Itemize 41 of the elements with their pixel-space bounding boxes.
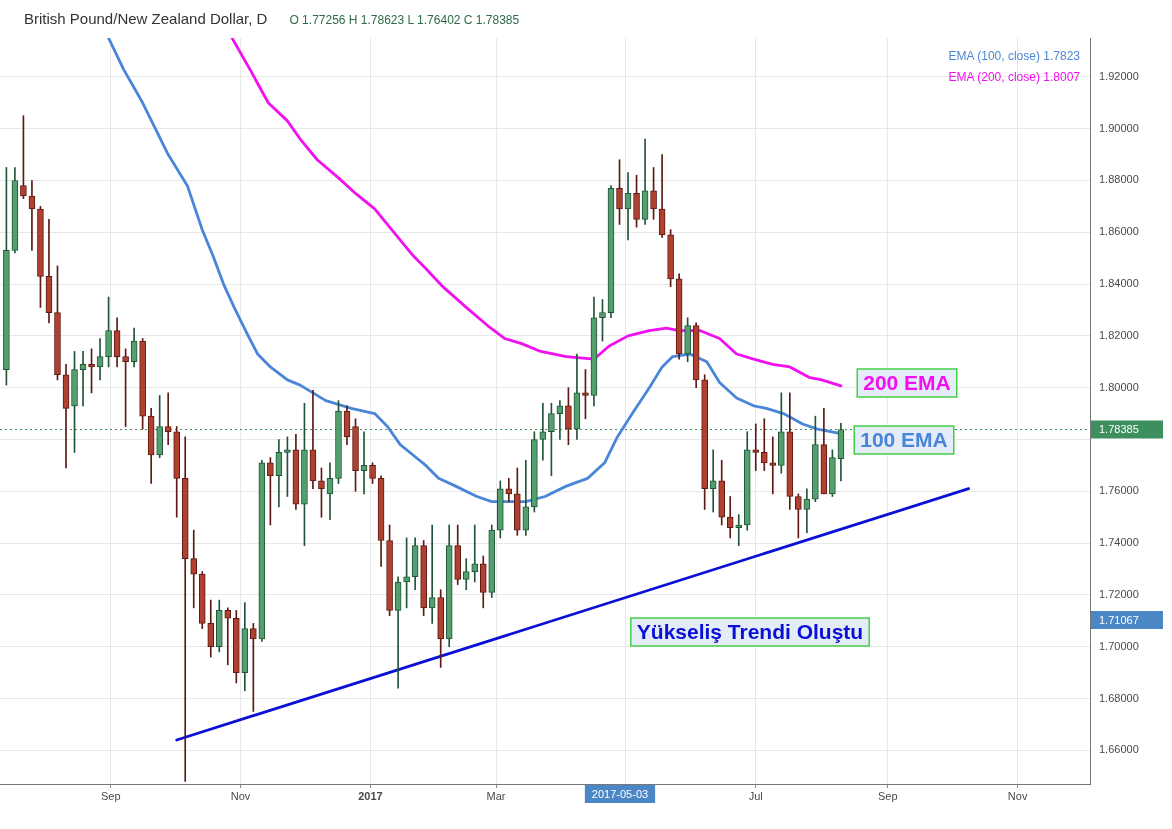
annotation: Yükseliş Trendi Oluştu [636,619,864,643]
y-tick-label: 1.90000 [1099,121,1139,134]
annotation: 200 EMA [863,370,951,394]
x-tick-label: 2017 [358,789,383,802]
candlestick [556,400,564,440]
y-tick-label: 1.70000 [1099,639,1139,652]
y-tick-label: 1.68000 [1099,691,1139,704]
candlestick [709,449,717,513]
y-tick-label: 1.88000 [1099,173,1139,186]
ref-line-label: 1.78385 [1099,423,1139,436]
text: 2017-05-03 [591,787,649,800]
x-tick-label: Sep [877,789,898,802]
text: O 1.77256 H 1.78623 L 1.76402 C 1.78385 [289,13,520,27]
candlestick [539,402,547,461]
y-tick-label: 1.84000 [1099,277,1139,290]
x-tick-label: Nov [1007,789,1028,802]
candlestick [181,436,189,782]
x-tick-label: Jul [748,789,763,802]
x-tick-label: Sep [100,789,121,802]
x-tick-label: Nov [230,789,251,802]
y-tick-label: 1.80000 [1099,380,1139,393]
y-tick-label: 1.66000 [1099,743,1139,756]
text: 1.71067 [1099,613,1139,626]
annotation: 100 EMA [860,427,948,451]
chart-title: British Pound/New Zealand Dollar, D [24,10,268,27]
candlestick [505,478,513,502]
y-tick-label: 1.86000 [1099,225,1139,238]
candlestick [471,524,479,583]
y-tick-label: 1.82000 [1099,328,1139,341]
candlestick [224,607,232,666]
candlestick [164,392,172,445]
text: EMA (100, close) 1.7823 [948,48,1080,65]
y-tick-label: 1.74000 [1099,536,1139,549]
candlestick [769,436,777,495]
y-tick-label: 1.92000 [1099,69,1139,82]
y-tick-label: 1.72000 [1099,587,1139,600]
candlestick [190,529,198,609]
x-tick-label: Mar [486,789,506,802]
y-tick-label: 1.76000 [1099,484,1139,497]
text: EMA (200, close) 1.8007 [948,69,1080,86]
candlestick [760,418,768,471]
